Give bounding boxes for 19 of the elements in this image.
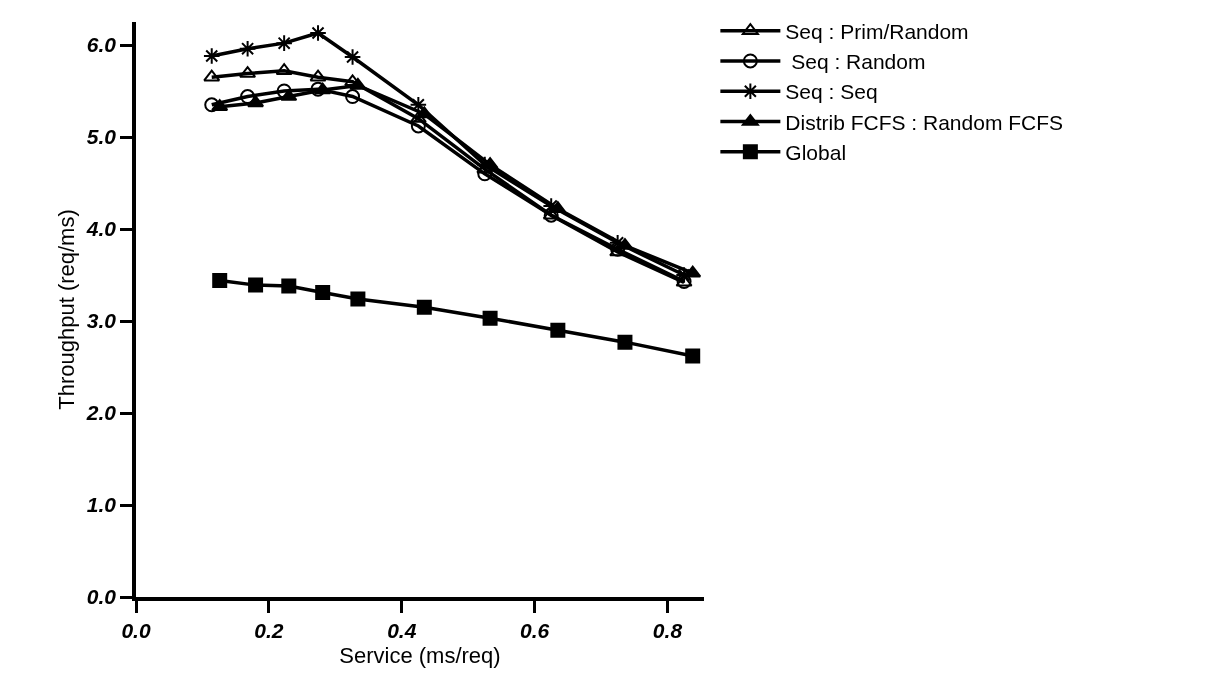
- x-tick-label: 0.0: [121, 618, 151, 642]
- y-tick-label: 4.0: [85, 217, 117, 241]
- legend-label: Seq : Prim/Random: [785, 19, 969, 43]
- x-tick-label: 0.4: [387, 618, 417, 642]
- y-tick-label: 1.0: [86, 493, 117, 517]
- x-axis-title: Service (ms/req): [339, 643, 501, 669]
- y-tick-label: 2.0: [85, 401, 117, 425]
- legend-label: Distrib FCFS : Random FCFS: [785, 110, 1064, 134]
- y-tick-label: 6.0: [86, 33, 117, 57]
- x-tick-label: 0.6: [520, 618, 550, 642]
- legend-label: Global: [785, 141, 847, 165]
- y-tick-label: 5.0: [86, 125, 117, 149]
- y-axis-title: Throughput (req/ms): [54, 209, 80, 410]
- legend-label: Seq : Seq: [785, 80, 878, 104]
- y-tick-label: 0.0: [86, 585, 117, 609]
- legend-label: Seq : Random: [785, 50, 926, 74]
- y-tick-label: 3.0: [86, 309, 117, 333]
- x-tick-label: 0.2: [254, 618, 284, 642]
- x-tick-label: 0.8: [652, 618, 683, 642]
